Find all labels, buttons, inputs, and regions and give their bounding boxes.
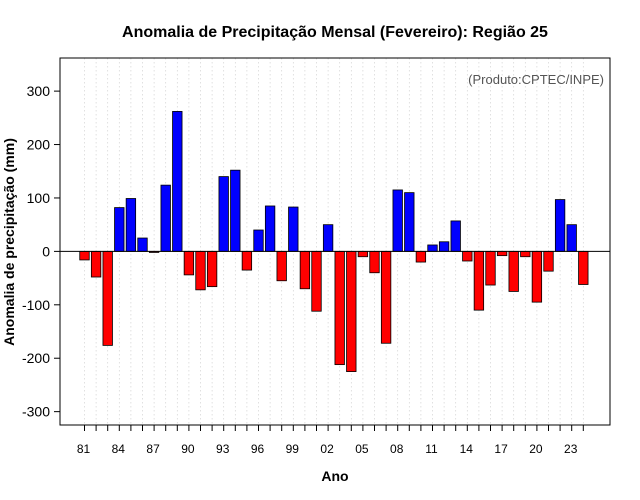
bar-1983 [102, 250, 113, 346]
bar-1990 [183, 250, 195, 276]
y-tick-label: 100 [27, 190, 51, 206]
x-tick-label: 90 [181, 442, 195, 456]
bar-2000 [299, 250, 311, 290]
bar-2012 [438, 241, 450, 252]
bar-2006 [369, 250, 380, 274]
bar-2003 [334, 250, 345, 366]
x-tick-label: 14 [460, 442, 474, 456]
y-tick-label: 300 [27, 83, 51, 99]
x-tick-label: 02 [320, 442, 334, 456]
x-tick-label: 96 [251, 442, 265, 456]
bar-1993 [218, 176, 229, 252]
bar-2008 [392, 189, 403, 252]
bar-1984 [114, 207, 125, 252]
bar-2014 [462, 250, 473, 262]
x-axis-label: Ano [321, 468, 348, 484]
bar-1994 [230, 169, 241, 252]
bar-2022 [554, 199, 566, 252]
bar-2013 [450, 220, 461, 252]
y-tick-label: 200 [27, 137, 51, 153]
bar-1992 [206, 250, 218, 288]
bar-2016 [485, 250, 496, 286]
bar-2002 [322, 224, 334, 252]
bar-1998 [276, 250, 287, 282]
y-axis-label: Anomalia de precipitação (mm) [1, 138, 17, 346]
x-tick-label: 08 [390, 442, 404, 456]
x-tick-label: 84 [112, 442, 126, 456]
y-tick-label: -200 [22, 350, 50, 366]
bar-2024 [578, 250, 589, 285]
vertical-grid [84, 58, 584, 425]
bar-2005 [357, 250, 369, 258]
bar-2004 [346, 250, 357, 372]
x-tick-label: 99 [286, 442, 300, 456]
bars-group [79, 111, 589, 372]
bar-2010 [415, 250, 427, 263]
x-tick-label: 23 [564, 442, 578, 456]
x-tick-label: 17 [494, 442, 508, 456]
y-axis: -300 -200 -100 0 100 200 300 [22, 83, 60, 420]
bar-1981 [79, 250, 90, 261]
bar-1985 [125, 198, 137, 252]
bar-1996 [253, 229, 264, 252]
x-tick-label: 93 [216, 442, 230, 456]
bar-2001 [311, 250, 322, 312]
bar-1995 [241, 250, 253, 271]
bar-2009 [404, 192, 415, 252]
plot-frame [59, 57, 611, 426]
y-tick-label: -100 [22, 297, 50, 313]
bar-1989 [172, 111, 183, 252]
x-tick-label: 20 [529, 442, 543, 456]
bar-1986 [137, 237, 148, 252]
x-tick-label: 11 [425, 442, 438, 456]
bar-2018 [508, 250, 519, 292]
y-tick-label: 0 [42, 243, 50, 259]
bar-1982 [90, 250, 102, 278]
bar-1999 [288, 206, 299, 252]
bar-1991 [195, 250, 206, 291]
x-axis: 81 84 87 90 93 96 99 02 05 08 11 14 17 20 23 [77, 425, 584, 456]
source-annotation: (Produto:CPTEC/INPE) [468, 72, 604, 87]
bar-2020 [531, 250, 543, 303]
bar-2011 [427, 244, 438, 252]
x-tick-label: 05 [355, 442, 369, 456]
bar-2019 [520, 250, 531, 258]
chart-title: Anomalia de Precipitação Mensal (Feverei… [122, 24, 548, 41]
x-tick-label: 81 [77, 442, 91, 456]
bar-2007 [380, 250, 392, 344]
bar-2017 [496, 250, 508, 257]
bar-2023 [566, 224, 577, 252]
bar-2015 [473, 250, 485, 311]
bar-1988 [160, 184, 171, 252]
bar-2021 [543, 250, 554, 272]
bar-1997 [264, 205, 276, 252]
x-tick-label: 87 [146, 442, 160, 456]
y-tick-label: -300 [22, 404, 50, 420]
